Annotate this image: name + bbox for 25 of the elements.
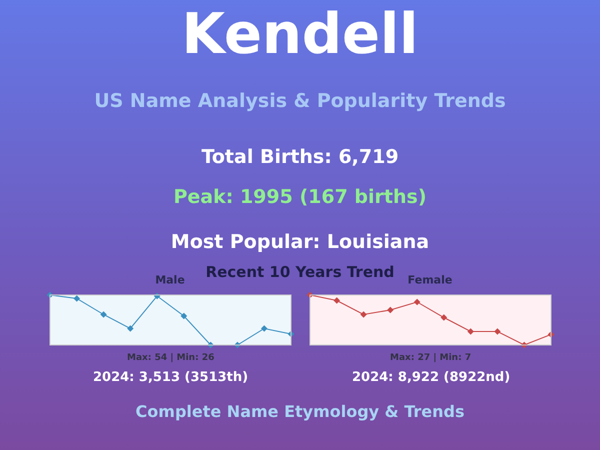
point [467,328,474,335]
text: Total Births: 6,719 [200,146,400,168]
point [360,311,367,318]
text: Kendell [180,2,420,67]
point [180,312,188,320]
text: Peak: 1995 (167 births) [172,186,428,208]
text: Recent 10 Years Trend [206,263,394,281]
point [74,295,80,302]
text: Most Popular: Louisiana [170,231,430,253]
text: 2024: 3,513 (3513th) [93,370,248,385]
text: Max: 27 | Min: 7 [390,353,472,363]
point [494,328,501,335]
point [414,298,420,306]
point [387,306,394,314]
text: US Name Analysis & Popularity Trends [93,90,507,112]
point [100,311,107,318]
point [127,325,134,332]
point [440,314,448,321]
text: 2024: 8,922 (8922nd) [352,370,510,385]
point [334,297,340,304]
point [260,325,268,332]
chart-title: Male [155,274,185,287]
text: Max: 54 | Min: 26 [127,353,214,363]
text: Complete Name Etymology & Trends [134,402,466,421]
chart-title: Female [408,274,452,287]
